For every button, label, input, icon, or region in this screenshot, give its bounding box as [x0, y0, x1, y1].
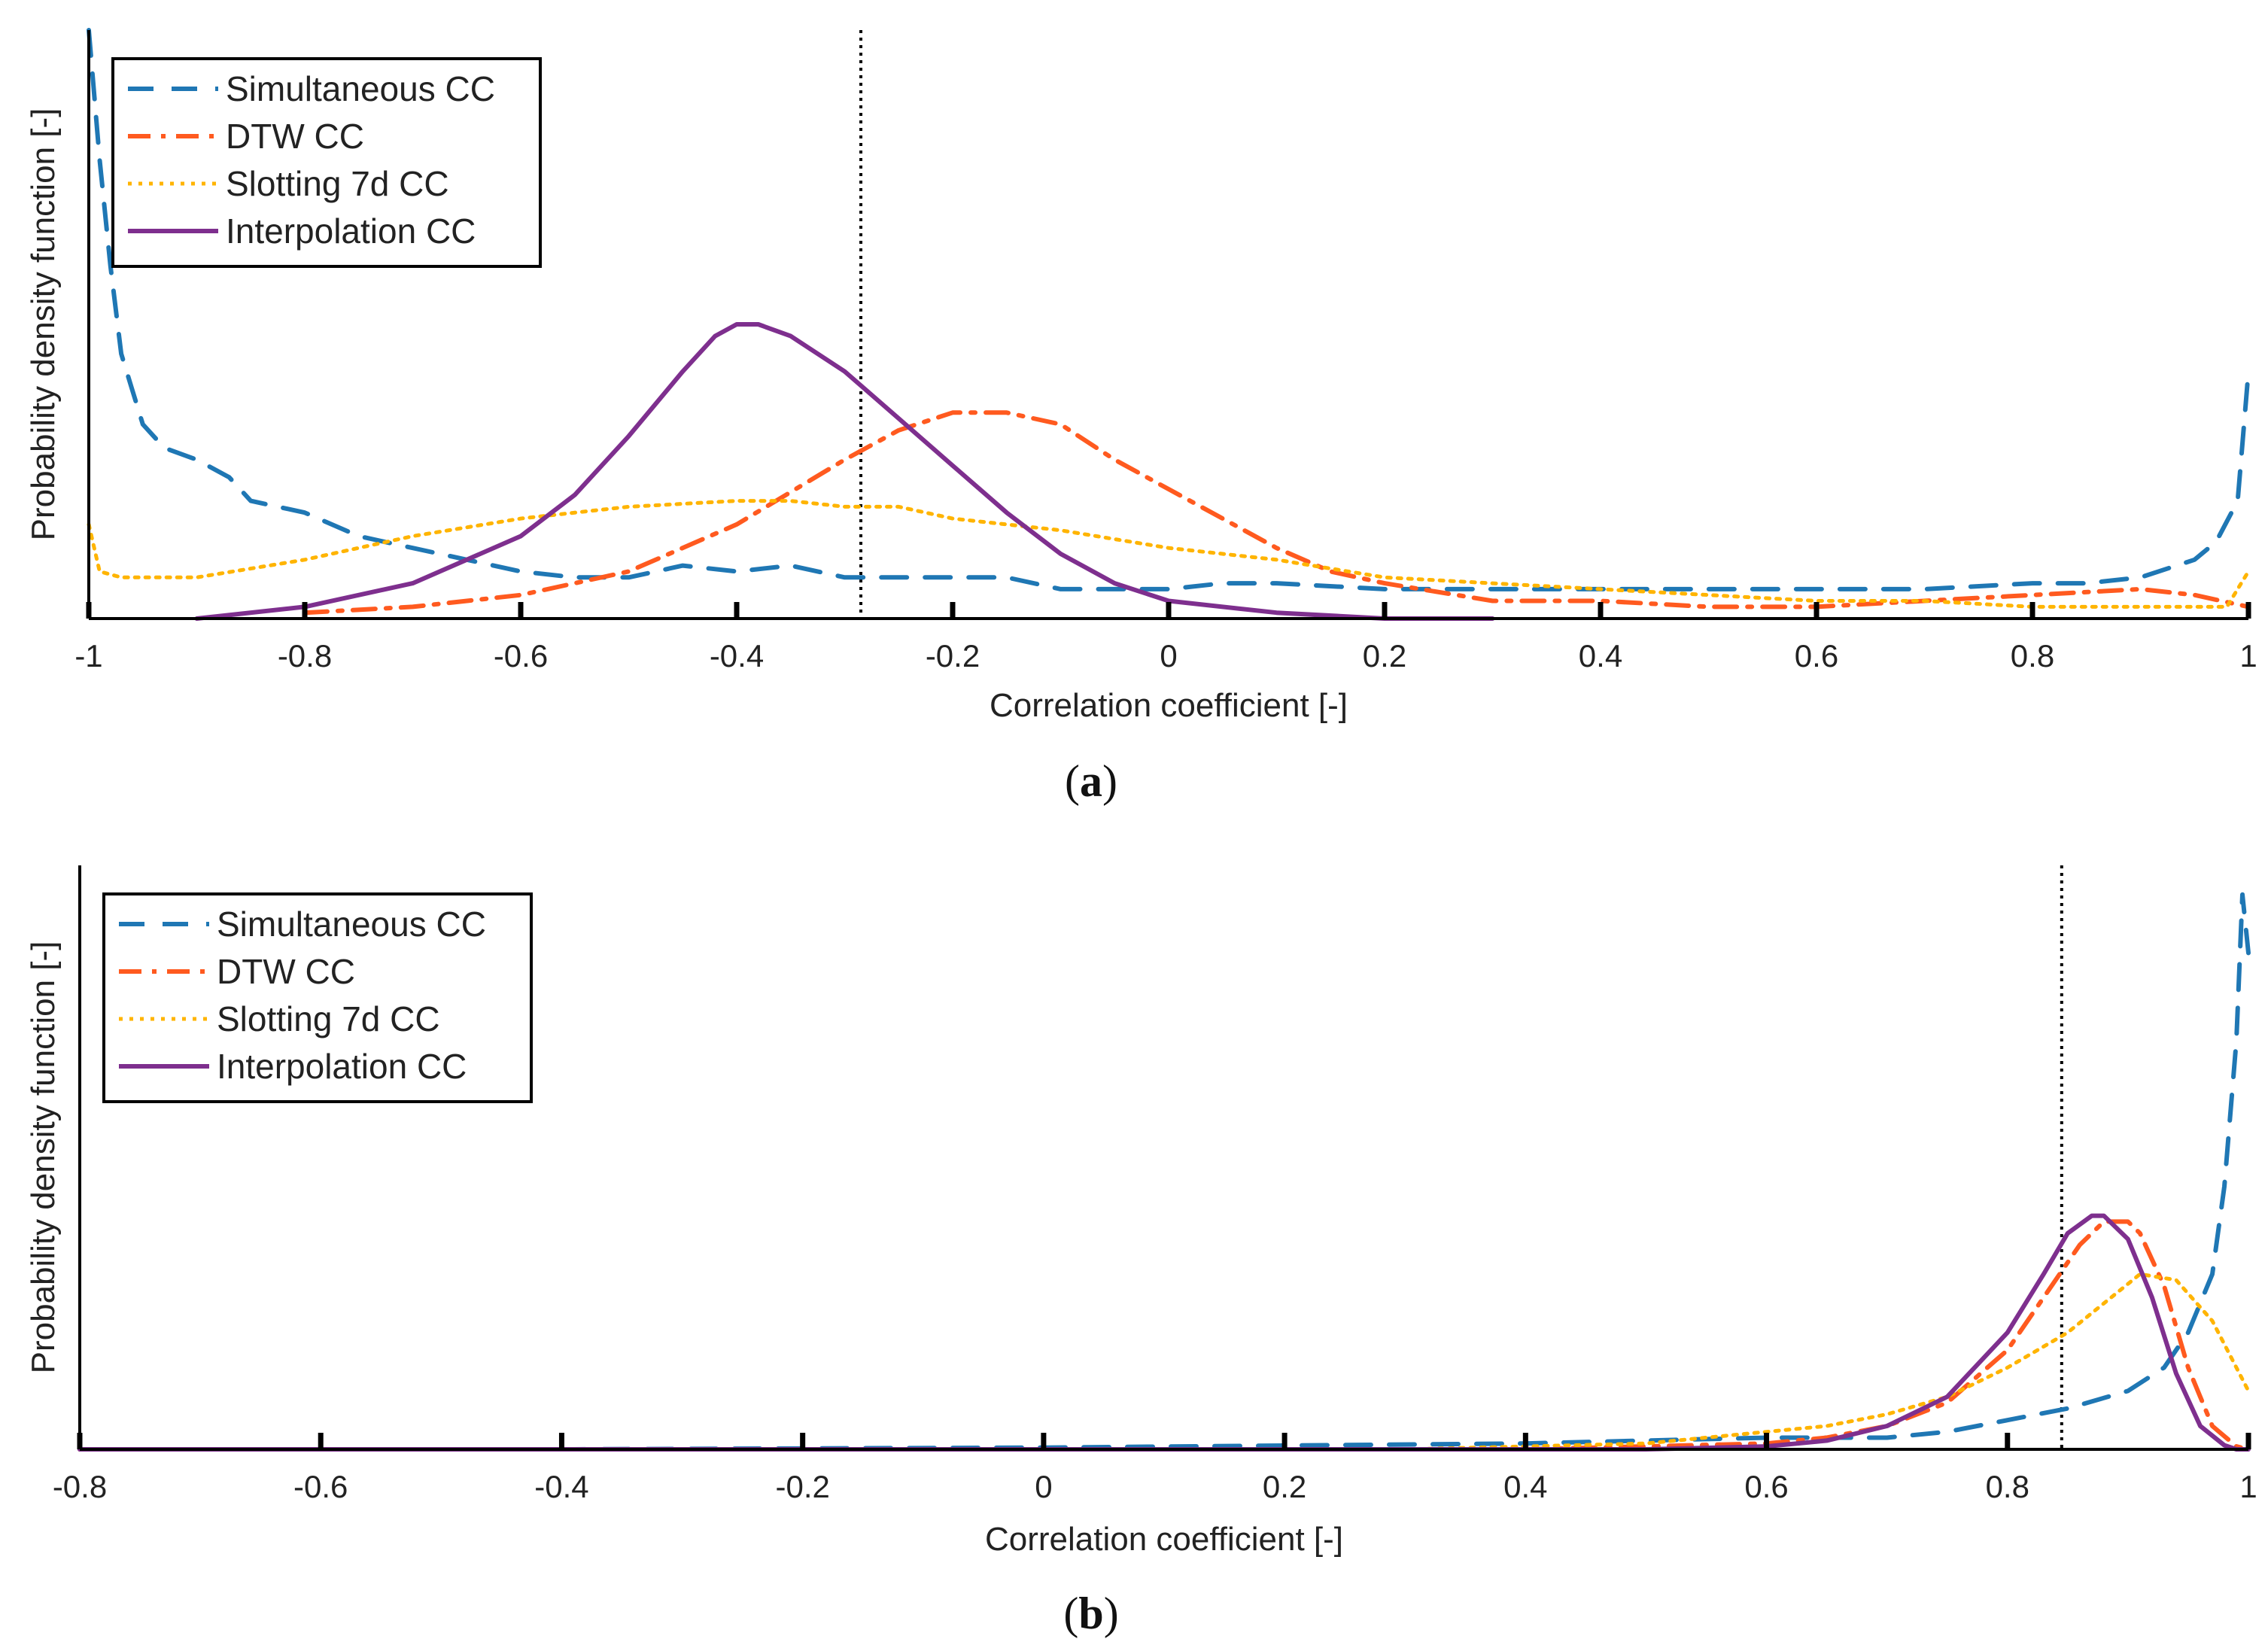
panel-b-legend-label: Slotting 7d CC	[217, 999, 440, 1038]
panel-b-x-tick-label: -0.4	[534, 1469, 588, 1504]
panel-b-legend-label: Interpolation CC	[217, 1047, 467, 1086]
panel-a-x-tick-label: -0.8	[278, 638, 332, 673]
panel-a-caption-open: (	[1065, 756, 1080, 806]
panel-b-x-tick-label: -0.8	[53, 1469, 107, 1504]
panel-b-series-slotting	[78, 1272, 2251, 1452]
panel-b-x-tick-label: 0.8	[1986, 1469, 2029, 1504]
panel-a-legend-label: Slotting 7d CC	[226, 164, 449, 203]
panel-b-x-tick-label: 0.2	[1263, 1469, 1306, 1504]
panel-a-x-tick-label: 0	[1160, 638, 1177, 673]
panel-b-series-interpolation	[78, 1213, 2251, 1452]
panel-b-caption-letter: b	[1078, 1589, 1103, 1638]
panel-b-x-tick-label: 0.4	[1503, 1469, 1547, 1504]
panel-a-x-tick-label: 0.2	[1363, 638, 1406, 673]
panel-a-x-tick-label: -0.4	[710, 638, 764, 673]
panel-b-x-tick-label: 0	[1035, 1469, 1052, 1504]
panel-b-x-tick-label: 0.6	[1744, 1469, 1788, 1504]
panel-a-x-axis-title: Correlation coefficient [-]	[990, 687, 1348, 724]
panel-a-legend-label: Simultaneous CC	[226, 69, 495, 108]
panel-b-caption-open: (	[1063, 1589, 1078, 1638]
panel-b-legend: Simultaneous CC DTW CC Slotting 7d CC Inter…	[102, 892, 533, 1103]
panel-b-chart: -0.8 -0.6 -0.4 -0.2 0 0.2 0.4 0.6 0.8 1 Simultane…	[25, 865, 2257, 1638]
panel-a-legend-label: Interpolation CC	[226, 211, 476, 251]
panel-a-x-tick-label: 0.6	[1795, 638, 1838, 673]
panel-b-caption-close: )	[1104, 1589, 1119, 1638]
panel-a-series-simultaneous	[87, 28, 2251, 591]
panel-b-axes-layer: -0.8 -0.6 -0.4 -0.2 0 0.2 0.4 0.6 0.8 1	[53, 865, 2257, 1504]
panel-b-x-axis-title: Correlation coefficient [-]	[985, 1521, 1343, 1558]
panel-b-series-layer	[78, 892, 2251, 1452]
panel-a-legend: Simultaneous CC DTW CC Slotting 7d CC Inter…	[111, 57, 542, 268]
panel-a-series-slotting	[87, 499, 2251, 609]
panel-a-x-tick-label: 1	[2239, 638, 2257, 673]
panel-a-x-tick-label: -0.2	[926, 638, 980, 673]
panel-a-legend-label: DTW CC	[226, 117, 364, 156]
panel-b-caption: (b)	[1063, 1589, 1118, 1638]
panel-b-x-tick-label: 1	[2239, 1469, 2257, 1504]
panel-a-caption: (a)	[1065, 756, 1117, 806]
panel-a-x-tick-label: 0.8	[2011, 638, 2054, 673]
panel-a-caption-letter: a	[1080, 756, 1102, 806]
panel-b-y-axis-title: Probability density function [-]	[25, 941, 62, 1374]
panel-a-axes-layer: -1 -0.8 -0.6 -0.4 -0.2 0 0.2 0.4 0.6 0.8 1	[74, 30, 2257, 673]
panel-a-series-layer	[87, 28, 2251, 621]
panel-a-y-axis-title: Probability density function [-]	[25, 108, 62, 541]
panel-b-x-tick-label: -0.6	[293, 1469, 348, 1504]
panel-a-series-interpolation	[194, 322, 1495, 621]
panel-a-caption-close: )	[1102, 756, 1117, 806]
panel-a-x-tick-label: 0.4	[1579, 638, 1622, 673]
panel-b-x-tick-label: -0.2	[775, 1469, 829, 1504]
panel-b-series-simultaneous	[78, 892, 2251, 1452]
panel-b-legend-label: DTW CC	[217, 952, 355, 991]
panel-b-legend-label: Simultaneous CC	[217, 905, 486, 944]
panel-a-x-tick-label: -1	[74, 638, 102, 673]
panel-b-series-dtw	[78, 1219, 2251, 1452]
panel-a-x-tick-label: -0.6	[494, 638, 548, 673]
panel-a-chart: -1 -0.8 -0.6 -0.4 -0.2 0 0.2 0.4 0.6 0.8 1 Simulta…	[25, 28, 2257, 806]
